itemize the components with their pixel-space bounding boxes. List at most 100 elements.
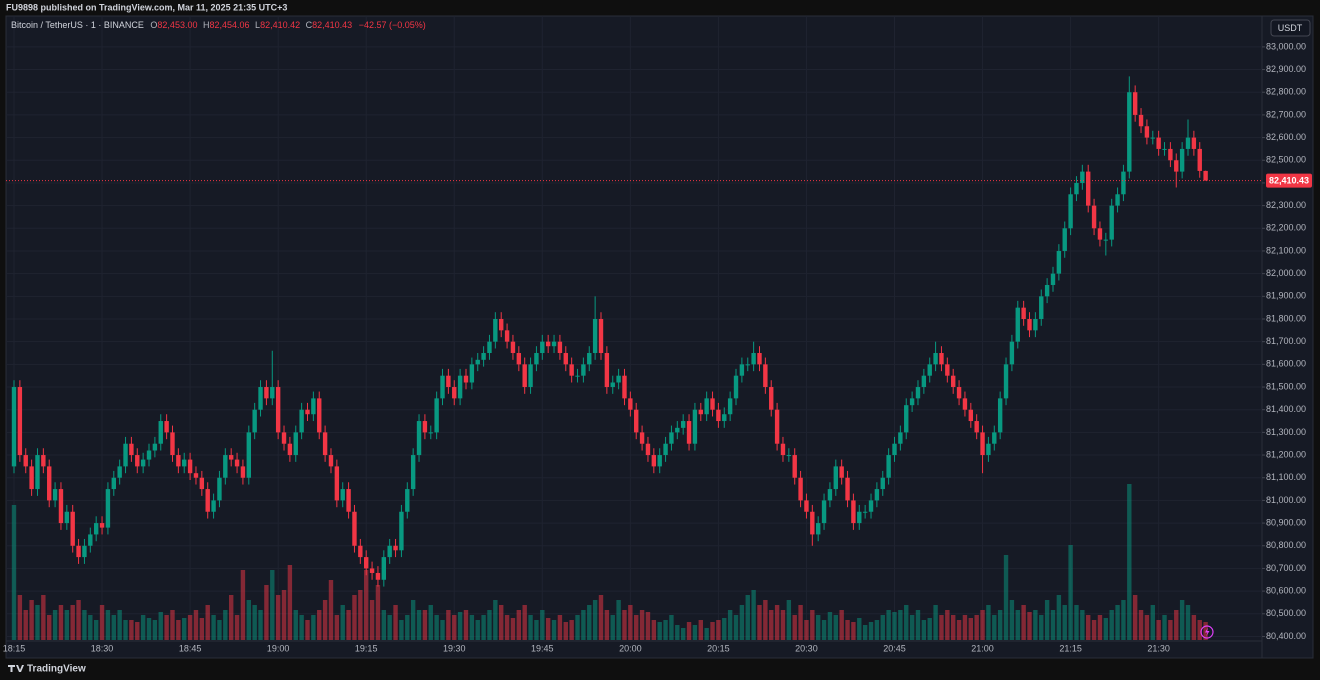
volume-bar — [516, 610, 522, 640]
volume-bar — [246, 600, 251, 640]
volume-bar — [340, 605, 345, 640]
volume-bar — [76, 600, 81, 640]
symbol[interactable]: Bitcoin / TetherUS · 1 · BINANCE — [11, 20, 144, 30]
volume-bar — [146, 618, 152, 640]
volume-bar — [258, 610, 263, 640]
volume-bar — [70, 605, 75, 640]
candle-body — [1056, 250, 1062, 274]
candle-body — [657, 455, 662, 467]
candle-body — [111, 477, 116, 490]
volume-bar — [1015, 610, 1020, 640]
x-tick-label: 21:30 — [1147, 643, 1170, 653]
candle-body — [76, 545, 81, 558]
candle-body — [581, 364, 586, 376]
candle-body — [1068, 194, 1073, 229]
candle-body — [639, 432, 645, 444]
volume-bar — [974, 615, 979, 640]
volume-bar — [769, 610, 774, 640]
volume-bar — [839, 610, 844, 640]
volume-bar — [692, 625, 698, 640]
volume-bar — [504, 615, 510, 640]
currency-button[interactable] — [1270, 19, 1311, 37]
candle-body — [1127, 92, 1132, 172]
volume-bar — [99, 605, 105, 640]
volume-bar — [281, 590, 287, 640]
volume-bar — [387, 615, 392, 640]
volume-bar — [52, 610, 58, 640]
candle-body — [921, 375, 927, 388]
candle-body — [369, 568, 375, 573]
candle-body — [170, 432, 175, 456]
volume-bar — [270, 570, 275, 640]
volume-bar — [1080, 610, 1085, 640]
event-icon[interactable] — [1200, 625, 1214, 639]
y-tick-label: 80,400.00 — [1266, 631, 1306, 641]
volume-bar — [58, 605, 64, 640]
volume-bar — [499, 605, 504, 640]
volume-bar — [1033, 610, 1038, 640]
x-tick-label: 19:15 — [355, 643, 378, 653]
volume-bar — [945, 610, 950, 640]
candle-body — [187, 459, 193, 474]
volume-bar — [880, 615, 885, 640]
volume-bar — [1185, 605, 1191, 640]
volume-bar — [299, 615, 304, 640]
candle-body — [804, 500, 809, 512]
candle-body — [810, 511, 815, 535]
candle-body — [58, 489, 64, 524]
ohlc-key: C — [306, 20, 313, 30]
candle-body — [1179, 148, 1185, 172]
candle-body — [540, 341, 545, 354]
candle-body — [463, 375, 469, 383]
candle-body — [857, 511, 862, 524]
candle-body — [1132, 92, 1138, 115]
volume-bar — [111, 615, 116, 640]
ohlc-value: 82,410.42 — [260, 20, 300, 30]
volume-bar — [980, 610, 985, 640]
volume-bar — [868, 622, 874, 640]
candle-body — [751, 353, 756, 365]
candle-body — [270, 387, 275, 399]
volume-bar — [745, 595, 750, 640]
volume-bar — [264, 585, 269, 640]
x-tick-label: 21:15 — [1059, 643, 1082, 653]
volume-bar — [933, 605, 938, 640]
volume-bar — [82, 610, 87, 640]
candle-body — [205, 489, 210, 512]
volume-bar — [88, 615, 93, 640]
candle-body — [528, 364, 533, 388]
candle-body — [545, 341, 551, 347]
candle-body — [105, 489, 111, 528]
y-tick-label: 81,100.00 — [1266, 472, 1306, 482]
currency-label[interactable]: USDT — [1278, 23, 1303, 33]
y-tick-label: 81,800.00 — [1266, 313, 1306, 323]
volume-bar — [651, 620, 657, 640]
volume-bar — [428, 605, 433, 640]
candle-body — [164, 421, 169, 433]
volume-bar — [228, 595, 234, 640]
volume-bar — [540, 610, 545, 640]
y-tick-label: 82,000.00 — [1266, 268, 1306, 278]
volume-bar — [358, 590, 363, 640]
candle-body — [176, 455, 181, 467]
candle-body — [475, 359, 480, 365]
candle-body — [610, 382, 615, 388]
volume-bar — [140, 615, 146, 640]
volume-bar — [1179, 600, 1185, 640]
volume-bar — [481, 615, 486, 640]
candle-body — [264, 387, 269, 399]
volume-bar — [1103, 618, 1109, 640]
x-tick-label: 20:30 — [795, 643, 818, 653]
volume-bar — [909, 615, 915, 640]
volume-bar — [416, 610, 422, 640]
candle-body — [469, 364, 475, 383]
candle-body — [428, 432, 433, 434]
candle-body — [968, 409, 974, 422]
volume-bar — [334, 615, 340, 640]
candle-body — [628, 398, 633, 410]
volume-bar — [199, 618, 205, 640]
volume-bar — [123, 620, 128, 640]
x-tick-label: 20:15 — [707, 643, 730, 653]
candle-body — [11, 387, 17, 467]
